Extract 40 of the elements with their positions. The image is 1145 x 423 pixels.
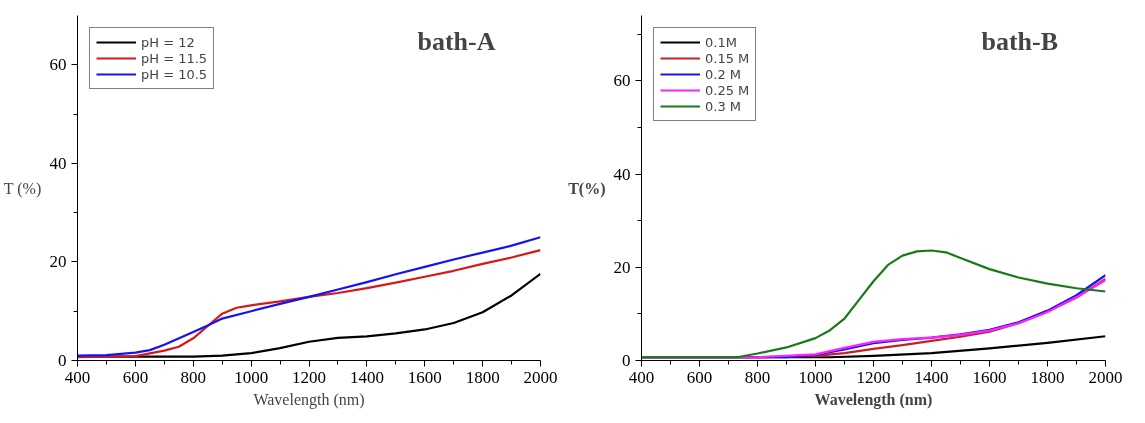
x-tick-label: 2000 [1088,367,1123,387]
x-tick-label: 600 [122,367,149,387]
x-tick-label: 600 [686,367,713,387]
x-tick-label: 1200 [292,367,326,387]
y-tick-label: 0 [58,351,67,370]
chart-title: bath-B [981,26,1059,56]
x-axis-title: Wavelength (nm) [814,390,933,409]
chart-title: bath-A [417,26,496,56]
legend-label: 0.25 M [705,82,750,98]
x-tick-label: 1600 [407,367,442,387]
y-tick-label: 40 [613,164,631,184]
x-tick-label: 1400 [349,367,384,387]
y-tick-label: 0 [622,351,631,370]
x-tick-label: 1800 [465,367,500,387]
y-tick-label: 20 [613,257,631,277]
x-tick-label: 800 [180,367,206,387]
x-tick-label: 2000 [523,367,558,387]
y-axis-title: T(%) [568,179,606,198]
legend-label: 0.2 M [705,66,742,82]
y-tick-label: 40 [49,153,67,173]
legend-label: 0.1M [705,34,737,50]
x-axis-title: Wavelength (nm) [253,390,365,409]
y-tick-label: 60 [613,71,631,91]
x-tick-label: 1200 [856,367,891,387]
legend-label: pH = 12 [141,34,195,50]
x-tick-label: 800 [744,367,771,387]
legend-label: pH = 10.5 [141,66,208,82]
y-axis-title: T (%) [3,179,42,198]
y-tick-label: 60 [49,55,67,75]
x-tick-label: 1000 [234,367,269,387]
legend-label: 0.15 M [705,50,750,66]
legend-label: pH = 11.5 [141,50,208,66]
legend-label: 0.3 M [705,98,742,114]
x-tick-label: 1800 [1030,367,1065,387]
x-tick-label: 1000 [798,367,833,387]
x-tick-label: 1400 [914,367,949,387]
x-tick-label: 400 [64,367,91,387]
x-tick-label: 400 [628,367,655,387]
x-tick-label: 1600 [972,367,1007,387]
y-tick-label: 20 [49,252,67,272]
